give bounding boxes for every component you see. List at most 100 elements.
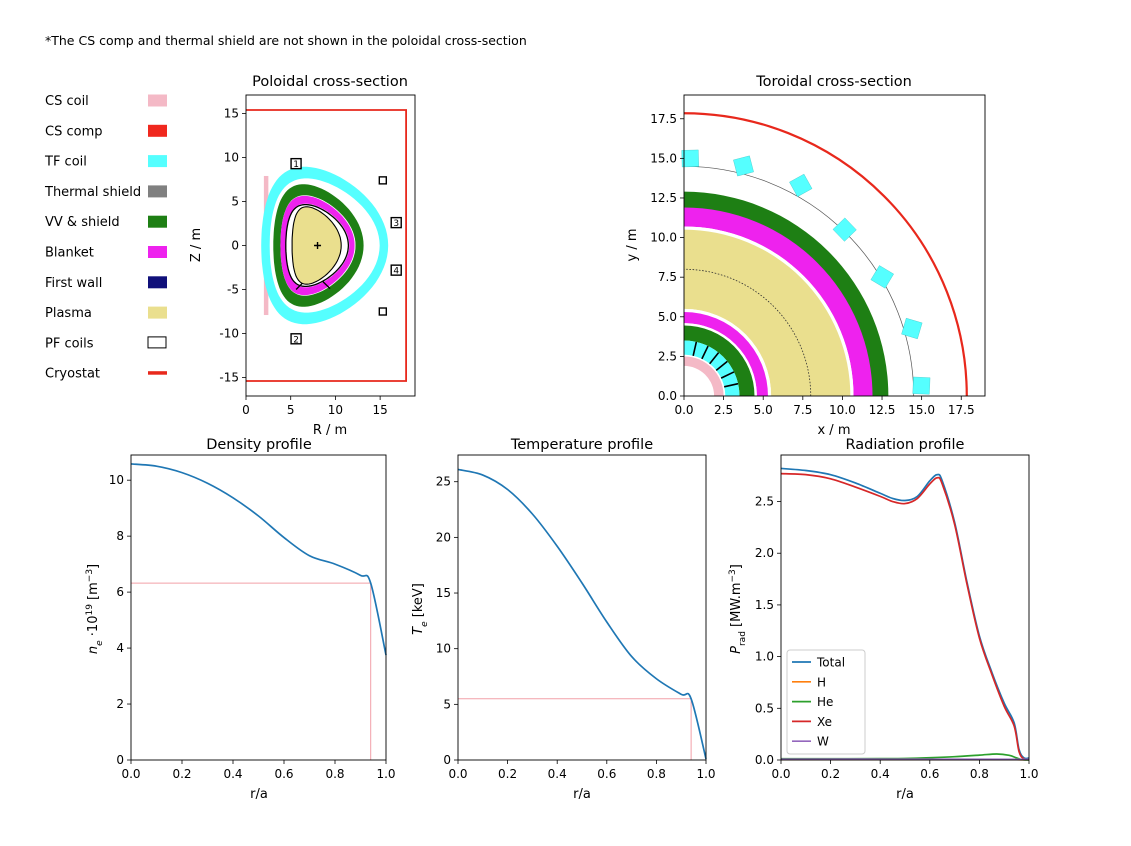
x-tick-label: 10.0 <box>829 403 856 417</box>
legend-patch <box>148 124 167 137</box>
y-tick-label: 15 <box>224 106 239 120</box>
legend-label: Thermal shield <box>44 185 141 200</box>
y-tick-label: 5 <box>443 697 451 711</box>
y-tick-label: 5.0 <box>658 310 677 324</box>
legend-patch <box>148 185 167 198</box>
y-tick-label: 10.0 <box>650 231 677 245</box>
magnetic-axis-marker <box>314 242 322 249</box>
temperature-axes: Temperature profile r/a Te [keV] 0.0 0.2 0… <box>411 437 716 802</box>
pf-coil <box>290 157 302 170</box>
tf_coil-ring <box>684 340 740 396</box>
tf-coil-block <box>870 265 894 289</box>
x-tick-label: 0.8 <box>970 767 989 781</box>
y-tick-label: 2.5 <box>755 495 774 509</box>
radiation-axes: Radiation profile r/a Prad [MW.m−3] 0.0 0… <box>728 437 1039 802</box>
pf-coil <box>390 216 402 229</box>
x-tick-label: 0.6 <box>597 767 616 781</box>
x-tick-label: 0.8 <box>647 767 666 781</box>
axes-frame <box>130 454 387 761</box>
temperature-title: Temperature profile <box>510 437 653 453</box>
y-tick-label: 5 <box>231 194 239 208</box>
legend-patch <box>148 246 167 258</box>
y-tick-label: -15 <box>219 371 239 385</box>
blanket-ring <box>684 312 768 396</box>
tf-coil-block <box>832 217 857 242</box>
tf-coil-spoke <box>723 382 739 388</box>
figure-note: *The CS comp and thermal shield are not … <box>45 33 527 48</box>
axes-frame <box>457 454 707 761</box>
tf-coil-spoke <box>720 371 735 379</box>
tf-coil-block <box>733 155 754 177</box>
x-tick-label: 12.5 <box>869 403 896 417</box>
y-tick-label: 1.0 <box>755 650 774 664</box>
tf-coil-block <box>901 317 923 340</box>
x-tick-label: 1.0 <box>696 767 715 781</box>
pf-coil-label: 2 <box>293 335 299 345</box>
x-tick-label: 0.0 <box>771 767 790 781</box>
legend-line <box>148 371 167 375</box>
pf-coil <box>378 307 388 316</box>
toroidal-plot-area: 0.0 2.5 5.0 7.5 10.0 12.5 15.0 17.5 0.0 2.5 5.0 7.5… <box>650 94 986 417</box>
legend-patch <box>148 155 167 168</box>
x-tick-label: 0.0 <box>448 767 467 781</box>
tf-coil-spoke <box>709 352 720 365</box>
x-tick-label: 5.0 <box>754 403 773 417</box>
legend-entry: He <box>817 695 833 709</box>
x-tick-label: 15.0 <box>908 403 935 417</box>
x-tick-label: 0.2 <box>498 767 517 781</box>
y-tick-label: -5 <box>227 283 239 297</box>
poloidal-title: Poloidal cross-section <box>252 74 408 90</box>
tf-coil-spoke <box>715 360 728 371</box>
tf-coil-spoke <box>701 345 709 360</box>
y-tick-label: 17.5 <box>650 112 677 126</box>
x-tick-label: 0.4 <box>871 767 890 781</box>
y-tick-label: 10 <box>224 150 239 164</box>
pf-coil <box>390 264 402 276</box>
radiation-title: Radiation profile <box>846 437 965 453</box>
divertor-leg <box>295 282 303 290</box>
cryostat-outline <box>246 109 407 382</box>
density-plot-area: 0.0 0.2 0.4 0.6 0.8 1.0 0 2 4 6 8 10 <box>109 454 396 781</box>
legend-patch <box>148 306 167 319</box>
pf-coil <box>378 176 388 185</box>
y-tick-label: 0 <box>443 753 451 767</box>
axes-frame <box>780 454 1030 761</box>
blanket <box>280 195 355 296</box>
first-wall <box>285 203 350 288</box>
toroidal-ylabel: y / m <box>625 228 640 261</box>
x-tick-label: 1.0 <box>1019 767 1038 781</box>
x-tick-label: 7.5 <box>793 403 812 417</box>
density-xlabel: r/a <box>250 787 268 802</box>
x-tick-label: 2.5 <box>714 403 733 417</box>
pf-coil-label: 3 <box>393 219 399 229</box>
x-tick-label: 17.5 <box>948 403 975 417</box>
tf-coil-block <box>912 376 931 395</box>
legend-label: Plasma <box>45 306 92 321</box>
legend-label: VV & shield <box>45 215 120 230</box>
legend-entry: Xe <box>817 715 832 729</box>
y-tick-label: 0.0 <box>755 753 774 767</box>
cryostat-circle <box>683 112 968 397</box>
legend-label: CS coil <box>45 94 89 109</box>
y-tick-label: 10 <box>109 473 124 487</box>
y-tick-label: 4 <box>116 641 124 655</box>
legend-label: First wall <box>45 276 102 291</box>
series-line <box>130 463 387 656</box>
total-series-line <box>780 467 1030 760</box>
radiation-ylabel: Prad [MW.m−3] <box>728 564 748 654</box>
poloidal-plot-area: 1 2 3 4 0 5 10 15 -15 -10 -5 0 5 10 15 <box>219 94 416 417</box>
blanket-ring <box>684 207 873 396</box>
toroidal-axes: Toroidal cross-section x / m y / m 0.0 2.… <box>625 74 986 438</box>
legend-patch <box>148 276 167 289</box>
legend-label: PF coils <box>45 336 94 351</box>
radiation-xlabel: r/a <box>896 787 914 802</box>
y-tick-label: 15 <box>436 586 451 600</box>
temperature-plot-area: 0.0 0.2 0.4 0.6 0.8 1.0 0 5 10 15 20 25 <box>436 454 716 781</box>
density-title: Density profile <box>206 437 312 453</box>
y-tick-label: 1.5 <box>755 598 774 612</box>
x-tick-label: 0.0 <box>121 767 140 781</box>
x-tick-label: 0.8 <box>325 767 344 781</box>
tf-coil-block <box>789 173 813 197</box>
pedestal-guide <box>458 698 692 760</box>
